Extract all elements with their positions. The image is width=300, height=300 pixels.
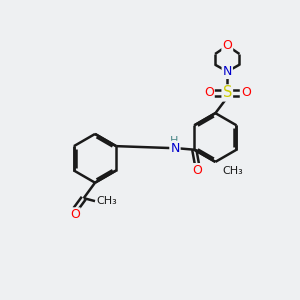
Text: O: O <box>192 164 202 177</box>
Text: O: O <box>204 86 214 99</box>
Text: CH₃: CH₃ <box>97 196 117 206</box>
Text: S: S <box>223 85 232 100</box>
Text: N: N <box>223 65 232 78</box>
Text: N: N <box>170 142 180 155</box>
Text: O: O <box>241 86 250 99</box>
Text: CH₃: CH₃ <box>222 166 243 176</box>
Text: O: O <box>70 208 80 221</box>
Text: H: H <box>170 136 178 146</box>
Text: O: O <box>222 39 232 52</box>
